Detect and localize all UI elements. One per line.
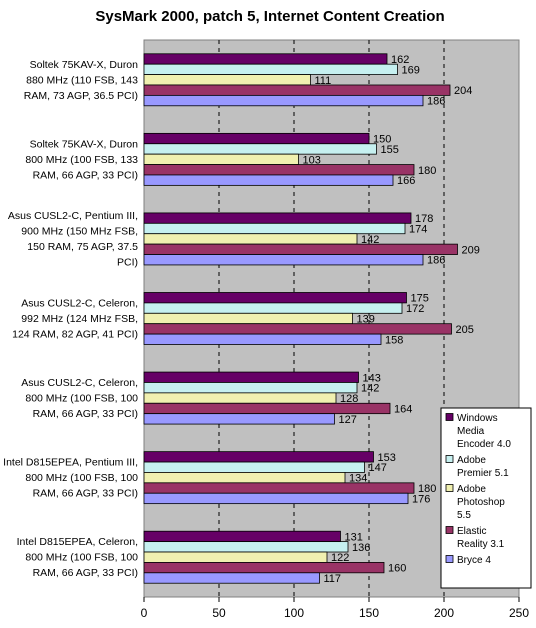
bar	[143, 94, 424, 107]
bar	[143, 451, 374, 463]
bar	[143, 233, 358, 245]
legend-swatch	[445, 455, 454, 463]
bar	[143, 472, 346, 484]
data-label: 142	[361, 234, 379, 246]
data-label: 178	[415, 213, 433, 225]
x-axis: 0 50 100 150 200 250	[141, 597, 529, 620]
x-tick-label: 150	[359, 606, 379, 620]
x-tick-label: 200	[434, 606, 454, 620]
legend: Windows Media Encoder 4.0 Adobe Premier 5.1 A…	[440, 407, 532, 589]
bar	[143, 222, 406, 235]
data-label: 103	[303, 154, 321, 166]
bar	[143, 74, 311, 86]
bar	[143, 492, 409, 505]
data-label: 175	[411, 293, 429, 305]
bar	[143, 174, 394, 186]
data-label: 127	[339, 414, 357, 426]
bar	[143, 392, 337, 404]
legend-entry: Adobe Photoshop 5.5	[457, 484, 505, 521]
category-label: Asus CUSL2-C, Celeron, 800 MHz (100 FSB, …	[21, 377, 138, 420]
bar	[143, 292, 407, 304]
bar	[143, 63, 398, 75]
category-labels: Soltek 75KAV-X, Duron 880 MHz (110 FSB, 1…	[3, 59, 138, 579]
bar	[143, 461, 365, 473]
legend-entry: Adobe Premier 5.1	[457, 455, 509, 479]
data-label: 122	[331, 552, 349, 564]
data-label: 186	[427, 255, 445, 267]
data-label: 176	[412, 493, 430, 505]
data-label: 143	[363, 372, 381, 384]
legend-entry: Windows Media Encoder 4.0	[457, 413, 511, 450]
x-tick-label: 250	[509, 606, 529, 620]
bar	[143, 323, 452, 335]
bar	[143, 482, 415, 494]
data-label: 139	[357, 314, 375, 326]
data-label: 131	[345, 531, 363, 543]
data-label: 205	[456, 324, 474, 336]
data-label: 209	[462, 244, 480, 256]
legend-swatch	[445, 555, 454, 563]
data-label: 164	[394, 403, 412, 415]
bar	[143, 572, 320, 584]
data-label: 142	[361, 383, 379, 395]
bar	[143, 153, 299, 165]
data-label: 134	[349, 473, 367, 485]
bar	[143, 254, 424, 266]
data-label: 162	[391, 54, 409, 66]
bar	[143, 541, 349, 553]
data-label: 169	[402, 64, 420, 76]
data-label: 136	[352, 542, 370, 554]
value-labels: 1621691112041861501551031801661781741422…	[303, 54, 480, 585]
data-label: 153	[378, 452, 396, 464]
bar	[143, 243, 458, 255]
data-label: 150	[373, 134, 391, 146]
data-label: 174	[409, 224, 427, 236]
data-label: 166	[397, 175, 415, 187]
bar	[143, 302, 403, 314]
bar	[143, 551, 328, 563]
data-label: 180	[418, 483, 436, 495]
x-tick-label: 100	[284, 606, 304, 620]
data-label: 186	[427, 96, 445, 108]
bar	[143, 333, 382, 345]
data-label: 147	[369, 462, 387, 474]
data-label: 204	[454, 85, 472, 97]
category-label: Soltek 75KAV-X, Duron 880 MHz (110 FSB, 1…	[24, 59, 138, 102]
x-tick-label: 50	[212, 606, 226, 620]
bar	[143, 530, 341, 543]
legend-swatch	[445, 413, 454, 421]
legend-entry: Bryce 4	[457, 555, 491, 566]
legend-swatch	[445, 484, 454, 492]
data-label: 158	[385, 334, 403, 346]
legend-box	[440, 407, 532, 589]
data-label: 128	[340, 393, 358, 405]
category-label: Intel D815EPEA, Celeron, 800 MHz (100 FSB…	[17, 536, 139, 579]
category-label: Intel D815EPEA, Pentium III, 800 MHz (100…	[3, 457, 138, 500]
bar	[143, 413, 335, 425]
bar	[143, 371, 359, 383]
x-tick-label: 0	[141, 606, 148, 620]
bar	[143, 143, 377, 155]
legend-swatch	[445, 526, 454, 534]
data-label: 155	[381, 144, 399, 156]
bar	[143, 312, 353, 325]
bar	[143, 164, 415, 176]
bar	[143, 53, 388, 65]
bar	[143, 132, 370, 145]
data-label: 117	[324, 573, 342, 585]
data-label: 172	[406, 303, 424, 315]
bar	[143, 382, 358, 394]
legend-entry: Elastic Reality 3.1	[457, 526, 505, 550]
bar	[143, 212, 412, 224]
chart-title: SysMark 2000, patch 5, Internet Content …	[95, 8, 444, 25]
data-label: 111	[315, 75, 332, 87]
data-label: 160	[388, 563, 406, 575]
category-label: Soltek 75KAV-X, Duron 800 MHz (100 FSB, 1…	[25, 138, 138, 181]
category-label: Asus CUSL2-C, Pentium III, 900 MHz (150 M…	[8, 210, 138, 268]
category-label: Asus CUSL2-C, Celeron, 992 MHz (124 MHz F…	[12, 298, 138, 341]
data-label: 180	[418, 165, 436, 177]
bar	[143, 84, 451, 96]
bar-series	[143, 53, 458, 584]
